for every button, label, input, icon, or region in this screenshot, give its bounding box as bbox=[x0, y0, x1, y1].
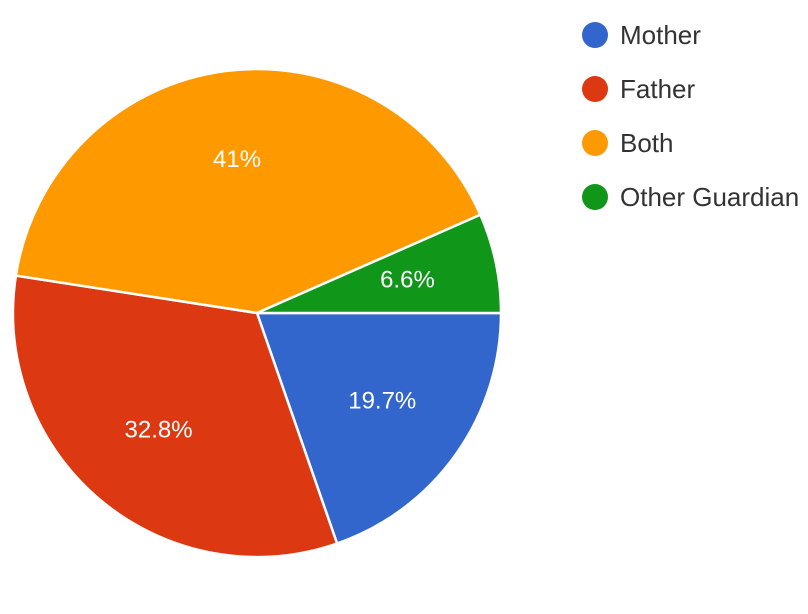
legend-label: Other Guardian bbox=[620, 181, 800, 212]
legend-label: Father bbox=[620, 73, 696, 104]
legend-item-both: Both bbox=[582, 116, 799, 170]
legend-swatch bbox=[582, 22, 608, 48]
slice-label-both: 41% bbox=[213, 146, 261, 173]
legend-label: Both bbox=[620, 127, 674, 158]
pie-slice-father bbox=[11, 274, 339, 559]
pie-slice-other-guardian bbox=[256, 213, 503, 315]
legend-swatch bbox=[582, 184, 608, 210]
pie-slice-both bbox=[14, 67, 483, 315]
pie-labels: 19.7% 32.8% 41% 6.6% bbox=[125, 146, 435, 443]
slice-label-mother: 19.7% bbox=[348, 387, 416, 414]
legend: Mother Father Both Other Guardian bbox=[582, 8, 799, 224]
pie-slices bbox=[11, 67, 503, 559]
legend-swatch bbox=[582, 76, 608, 102]
slice-label-father: 32.8% bbox=[125, 416, 193, 443]
legend-label: Mother bbox=[620, 19, 701, 50]
legend-item-mother: Mother bbox=[582, 8, 799, 62]
legend-swatch bbox=[582, 130, 608, 156]
legend-item-other-guardian: Other Guardian bbox=[582, 170, 799, 224]
slice-label-other-guardian: 6.6% bbox=[380, 267, 435, 294]
legend-item-father: Father bbox=[582, 62, 799, 116]
